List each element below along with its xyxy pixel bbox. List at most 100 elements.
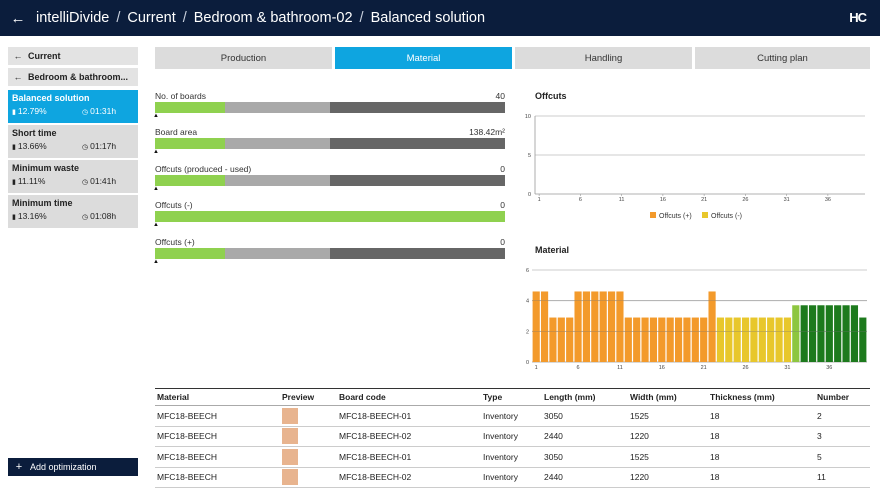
offcuts-x-tick: 6	[579, 197, 582, 203]
material-bar	[725, 317, 733, 362]
material-x-tick: 31	[784, 365, 790, 371]
table-cell: 2440	[542, 467, 628, 488]
breadcrumb: intelliDivide / Current / Bedroom & bath…	[36, 10, 486, 26]
material-bar	[616, 291, 624, 362]
board-preview-swatch	[282, 407, 298, 424]
back-arrow-icon[interactable]: ←	[10, 9, 26, 27]
table-cell: 1220	[628, 467, 708, 488]
metric-bar-rest	[330, 175, 505, 186]
material-bar	[792, 305, 800, 362]
offcuts-y-tick: 10	[525, 114, 531, 120]
material-bar	[599, 291, 607, 362]
sidebar-current-label: Current	[28, 51, 61, 61]
legend-label: Offcuts (+)	[659, 213, 692, 220]
material-bar	[741, 317, 750, 362]
breadcrumb-project[interactable]: Bedroom & bathroom-02	[193, 10, 353, 26]
col-width[interactable]: Width (mm)	[628, 388, 708, 406]
material-bar	[716, 317, 725, 362]
metric-bar	[155, 211, 505, 222]
breadcrumb-app[interactable]: intelliDivide	[36, 10, 110, 26]
waste-icon: ▮	[12, 214, 16, 221]
col-type[interactable]: Type	[481, 388, 542, 406]
material-bar	[658, 317, 666, 362]
material-bar	[758, 317, 766, 362]
material-bar	[842, 305, 850, 362]
material-bar	[540, 291, 549, 362]
material-bar	[700, 317, 708, 362]
metric-label: Board area	[155, 127, 198, 137]
add-optimization-button[interactable]: + Add optimization	[8, 458, 138, 476]
material-bar	[674, 317, 683, 362]
material-bar	[624, 317, 632, 362]
option-title: Minimum time	[12, 198, 73, 208]
material-x-tick: 36	[826, 365, 832, 371]
boards-table: Material Preview Board code Type Length …	[155, 388, 870, 488]
col-preview[interactable]: Preview	[280, 388, 337, 406]
table-cell: Inventory	[481, 446, 542, 468]
metric-2: Offcuts (produced - used) 0 ▲	[153, 164, 505, 192]
material-bar	[750, 317, 758, 362]
triangle-marker-icon: ▲	[153, 222, 159, 228]
board-preview-swatch	[282, 469, 298, 486]
table-cell: Inventory	[481, 467, 542, 488]
material-bar	[591, 291, 599, 362]
material-y-tick: 4	[526, 299, 529, 305]
metric-1: Board area 138.42m² ▲	[153, 127, 505, 155]
offcuts-chart-title: Offcuts	[535, 91, 567, 101]
table-row[interactable]: MFC18-BEECH MFC18-BEECH-01 Inventory 3050 15…	[155, 446, 870, 468]
material-bar	[683, 317, 691, 362]
tab-production[interactable]: Production	[155, 47, 332, 69]
col-material[interactable]: Material	[155, 388, 280, 406]
table-header-row: Material Preview Board code Type Length …	[155, 388, 870, 406]
table-row[interactable]: MFC18-BEECH MFC18-BEECH-02 Inventory 2440 12…	[155, 467, 870, 488]
tab-cutting-plan[interactable]: Cutting plan	[695, 47, 870, 69]
table-cell: 1525	[628, 446, 708, 468]
offcuts-x-tick: 26	[742, 197, 748, 203]
option-short-time[interactable]: Short time ▮ 13.66% ◷ 01:17h	[8, 125, 138, 158]
metric-3: Offcuts (-) 0 ▲	[153, 200, 505, 228]
table-cell: 2	[815, 405, 870, 427]
offcuts-x-tick: 36	[825, 197, 831, 203]
col-length[interactable]: Length (mm)	[542, 388, 628, 406]
tab-handling[interactable]: Handling	[515, 47, 692, 69]
option-minimum-waste[interactable]: Minimum waste ▮ 11.11% ◷ 01:41h	[8, 160, 138, 193]
table-cell: 5	[815, 446, 870, 468]
metric-bar-used	[155, 102, 225, 113]
option-minimum-time[interactable]: Minimum time ▮ 13.16% ◷ 01:08h	[8, 195, 138, 228]
preview-cell	[280, 405, 337, 427]
material-bar	[532, 291, 540, 362]
tab-material[interactable]: Material	[335, 47, 512, 69]
material-bar	[566, 317, 574, 362]
clock-icon: ◷	[82, 109, 89, 116]
col-thickness[interactable]: Thickness (mm)	[708, 388, 815, 406]
add-optimization-label: Add optimization	[30, 462, 97, 472]
metric-label: Offcuts (produced - used)	[155, 164, 252, 174]
table-row[interactable]: MFC18-BEECH MFC18-BEECH-01 Inventory 3050 15…	[155, 405, 870, 427]
material-bar	[641, 317, 649, 362]
material-bar	[767, 317, 775, 362]
option-balanced-solution[interactable]: Balanced solution ▮ 12.79% ◷ 01:31h	[8, 90, 138, 123]
material-y-tick: 6	[526, 268, 529, 274]
metric-label: No. of boards	[155, 91, 207, 101]
col-board-code[interactable]: Board code	[337, 388, 481, 406]
option-time: 01:17h	[90, 141, 117, 151]
material-bar	[825, 305, 833, 362]
material-bar	[783, 317, 792, 362]
material-x-tick: 6	[577, 365, 580, 371]
table-cell: MFC18-BEECH-01	[337, 446, 481, 468]
material-x-tick: 16	[659, 365, 665, 371]
metric-bar	[155, 175, 505, 186]
sidebar-project-link[interactable]: ← Bedroom & bathroom...	[8, 68, 138, 86]
metric-bar-mid	[225, 138, 330, 149]
breadcrumb-current[interactable]: Current	[127, 10, 176, 26]
col-number[interactable]: Number	[815, 388, 870, 406]
sidebar-current-link[interactable]: ← Current	[8, 47, 138, 65]
table-row[interactable]: MFC18-BEECH MFC18-BEECH-02 Inventory 2440 12…	[155, 426, 870, 447]
material-x-tick: 1	[535, 365, 538, 371]
metric-bar-used	[155, 248, 225, 259]
legend-swatch	[702, 212, 708, 218]
material-bar	[817, 305, 825, 362]
table-cell: 1525	[628, 405, 708, 427]
